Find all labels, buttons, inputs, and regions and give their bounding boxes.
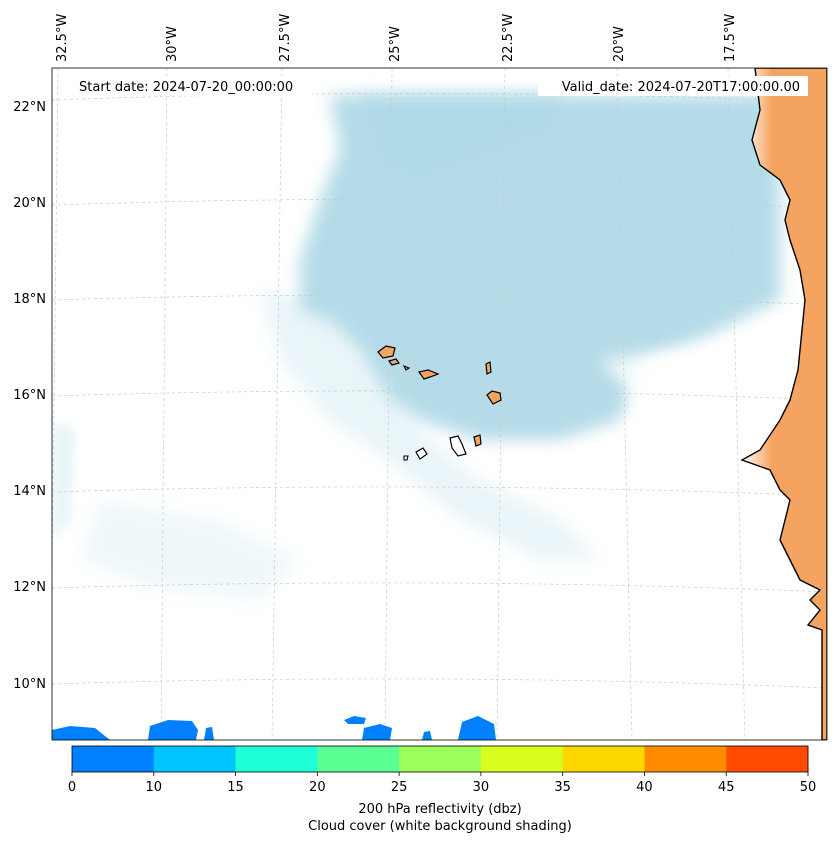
colorbar-segment — [153, 746, 237, 772]
colorbar-label-line2: Cloud cover (white background shading) — [308, 819, 572, 834]
island-maio — [473, 434, 482, 447]
colorbar-tick-label: 20 — [309, 780, 326, 795]
lat-label: 16°N — [13, 388, 46, 403]
lat-label: 10°N — [13, 677, 46, 692]
colorbar-tick-label: 10 — [146, 780, 163, 795]
colorbar-tick-label: 40 — [636, 780, 653, 795]
start-date-text: Start date: 2024-07-20_00:00:00 — [79, 80, 293, 95]
reflectivity-blob-5 — [362, 724, 392, 740]
lat-label: 12°N — [13, 580, 46, 595]
longitude-labels: 32.5°W 30°W 27.5°W 25°W 22.5°W 20°W 17.5… — [55, 14, 738, 62]
lon-label: 27.5°W — [278, 14, 293, 62]
cloud-cover-main — [300, 95, 780, 440]
lat-label: 14°N — [13, 484, 46, 499]
colorbar-tick-label: 35 — [554, 780, 571, 795]
colorbar-border — [71, 745, 809, 773]
colorbar-tick-label: 0 — [68, 780, 76, 795]
colorbar-tick-label: 15 — [227, 780, 244, 795]
island-santiago — [449, 435, 467, 457]
lon-label: 20°W — [612, 26, 627, 62]
cloud-cover-diffuse — [260, 290, 600, 560]
cloud-cover-layer — [52, 95, 780, 600]
colorbar-tick-label: 30 — [473, 780, 490, 795]
reflectivity-blobs — [52, 716, 496, 740]
africa-land — [740, 68, 827, 740]
lon-label: 22.5°W — [501, 14, 516, 62]
reflectivity-blob-1 — [52, 726, 110, 740]
africa-landmass — [740, 68, 827, 740]
reflectivity-blob-3 — [204, 727, 214, 740]
island-brava — [403, 455, 409, 461]
colorbar-segment — [726, 746, 809, 772]
lon-label: 17.5°W — [723, 14, 738, 62]
lon-label: 25°W — [388, 26, 403, 62]
colorbar-segment — [317, 746, 400, 772]
island-santa-luzia — [402, 364, 411, 371]
cloud-cover-west — [52, 420, 75, 540]
colorbar-segment — [399, 746, 482, 772]
colorbar-segment — [562, 746, 645, 772]
lon-label: 30°W — [165, 26, 180, 62]
island-fogo — [415, 447, 428, 460]
colorbar-segment — [72, 746, 155, 772]
lon-label: 32.5°W — [55, 14, 70, 62]
colorbar-segment — [644, 746, 727, 772]
lat-label: 20°N — [13, 196, 46, 211]
reflectivity-blob-4 — [344, 716, 366, 724]
cloud-cover-upper — [360, 95, 560, 180]
reflectivity-blob-6 — [458, 716, 496, 740]
valid-date-text: Valid_date: 2024-07-20T17:00:00.00 — [562, 80, 800, 95]
start-date-box — [72, 76, 312, 96]
map-frame — [51, 67, 828, 741]
reflectivity-blob-2 — [148, 720, 198, 740]
lat-label: 18°N — [13, 292, 46, 307]
cloud-cover-south — [80, 500, 300, 600]
valid-date-box — [538, 76, 808, 96]
island-sao-nicolau — [417, 369, 440, 380]
island-santo-antao — [377, 345, 396, 359]
island-boa-vista — [486, 390, 502, 405]
lat-label: 22°N — [13, 100, 46, 115]
reflectivity-blob-7 — [422, 731, 432, 740]
header-bar: Start date: 2024-07-20_00:00:00 Valid_da… — [72, 76, 808, 96]
colorbar-tick-label: 45 — [718, 780, 735, 795]
island-sal — [485, 361, 492, 375]
colorbar-label-line1: 200 hPa reflectivity (dbz) — [358, 802, 521, 817]
graticule — [52, 68, 827, 740]
colorbar: 0 10 15 20 25 30 35 40 45 50 — [68, 745, 817, 795]
colorbar-tick-label: 25 — [391, 780, 408, 795]
colorbar-segment — [235, 746, 318, 772]
colorbar-tick-label: 50 — [800, 780, 817, 795]
cape-verde-islands — [377, 345, 502, 461]
island-sao-vicente — [387, 358, 401, 366]
colorbar-segment — [480, 746, 564, 772]
latitude-labels: 22°N 20°N 18°N 16°N 14°N 12°N 10°N — [13, 100, 46, 692]
